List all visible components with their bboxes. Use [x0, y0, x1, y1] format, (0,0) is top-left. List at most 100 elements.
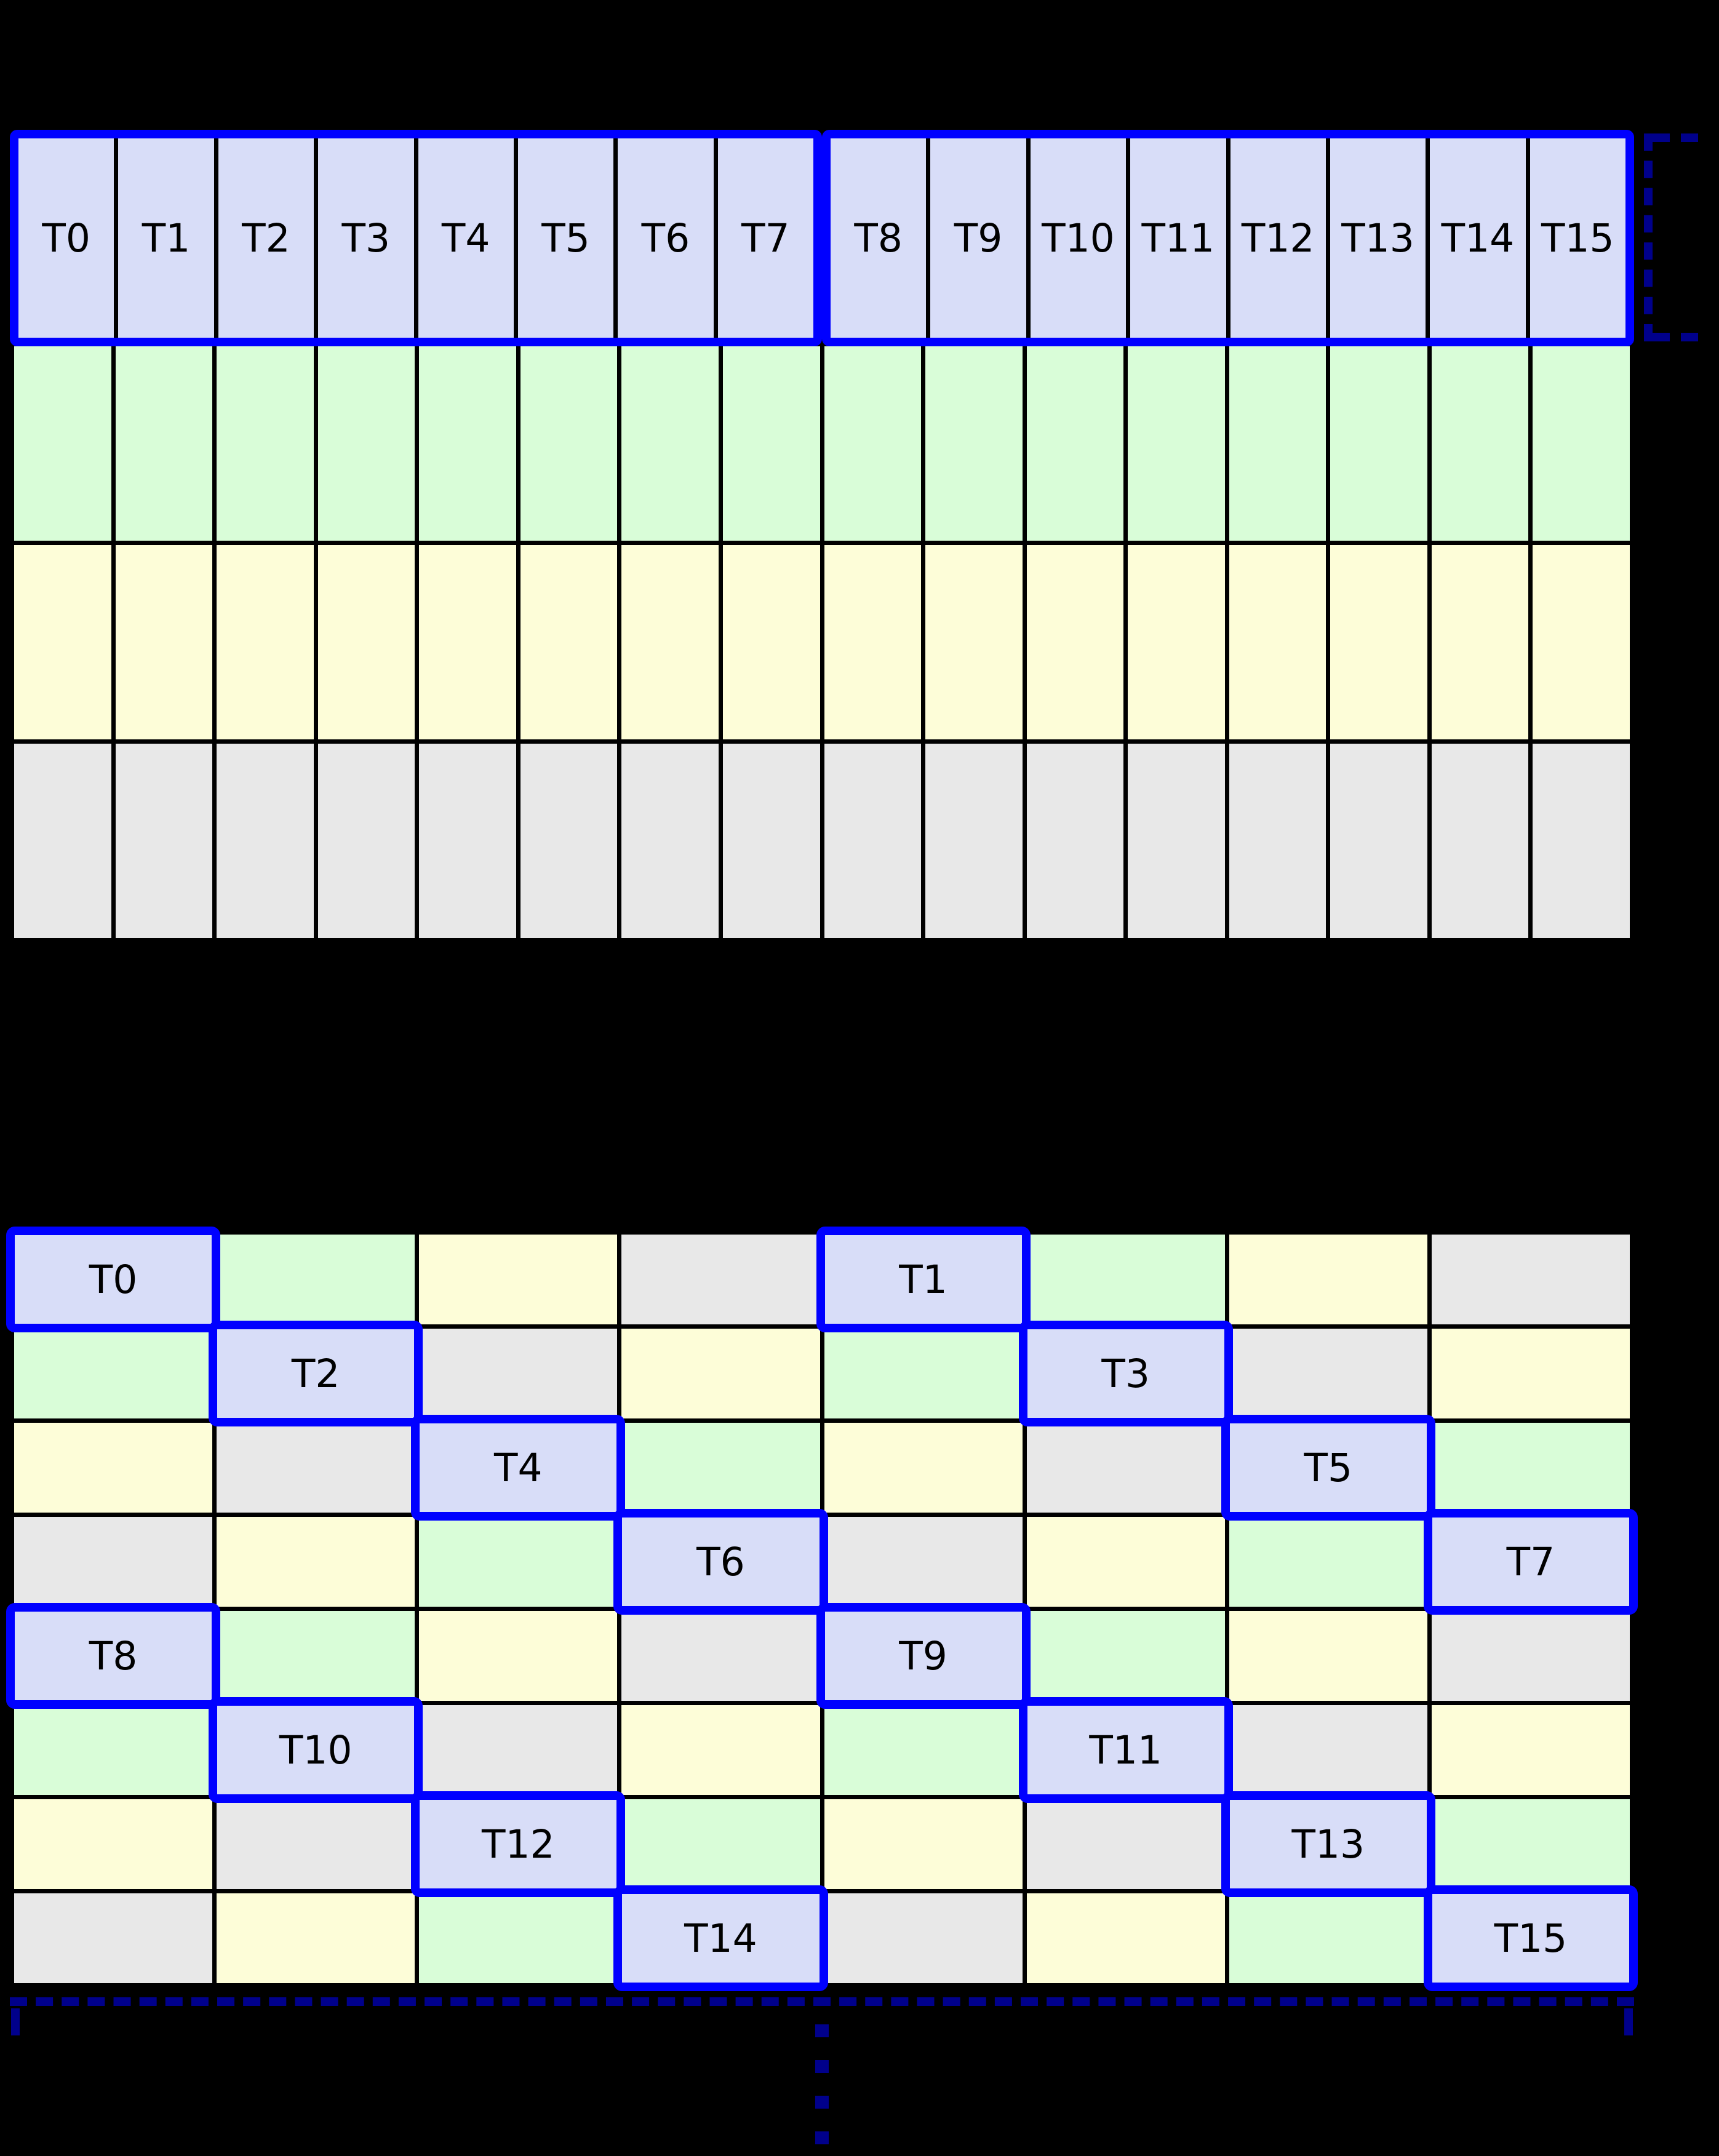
memory-cell-gray: [925, 744, 1023, 938]
bottom-memory-cell-green: [1431, 1799, 1630, 1889]
bottom-memory-cell-green: [1026, 1611, 1225, 1701]
vertical-ellipsis-icon: [815, 2024, 829, 2144]
bottom-memory-cell-gray: [1229, 1329, 1427, 1418]
memory-cell-gray: [1431, 744, 1529, 938]
memory-cell-green: [520, 346, 618, 541]
memory-cell-yellow: [1533, 545, 1630, 739]
ellipsis-dash: [815, 2060, 829, 2073]
bottom-memory-cell-gray: [1229, 1705, 1427, 1795]
bottom-memory-cell-gray: [824, 1517, 1023, 1607]
bottom-memory-cell-green: [824, 1705, 1023, 1795]
bottom-memory-cell-green: [217, 1611, 415, 1701]
memory-cell-yellow: [1128, 545, 1225, 739]
top-thread-cell-t15: T15: [1530, 138, 1625, 338]
top-memory-rows: [10, 346, 1634, 942]
memory-cell-yellow: [621, 545, 719, 739]
bottom-thread-cell-t13: T13: [1221, 1791, 1436, 1897]
bottom-memory-cell-yellow: [1229, 1611, 1427, 1701]
memory-cell-gray: [217, 744, 314, 938]
top-thread-cell-t8: T8: [831, 138, 927, 338]
memory-cell-yellow: [925, 545, 1023, 739]
memory-cell-green: [1533, 346, 1630, 541]
bottom-thread-cell-t8: T8: [6, 1603, 221, 1709]
bottom-memory-cell-green: [1026, 1235, 1225, 1324]
bottom-memory-cell-gray: [217, 1423, 415, 1513]
memory-cell-gray: [1128, 744, 1225, 938]
bottom-memory-cell-yellow: [1026, 1893, 1225, 1983]
bottom-memory-cell-yellow: [419, 1611, 618, 1701]
bottom-memory-cell-yellow: [217, 1893, 415, 1983]
warp-row-bracket-icon: [1644, 133, 1698, 341]
bottom-memory-cell-gray: [419, 1705, 618, 1795]
memory-cell-gray: [824, 744, 922, 938]
memory-cell-green: [925, 346, 1023, 541]
memory-cell-green: [824, 346, 922, 541]
memory-cell-yellow: [115, 545, 213, 739]
top-thread-cell-t5: T5: [517, 138, 614, 338]
memory-cell-green: [317, 346, 415, 541]
bottom-memory-cell-green: [621, 1423, 820, 1513]
bottom-memory-cell-gray: [1026, 1423, 1225, 1513]
bottom-memory-cell-green: [419, 1517, 618, 1607]
top-thread-cell-t1: T1: [118, 138, 214, 338]
top-thread-cell-t7: T7: [717, 138, 813, 338]
bottom-memory-cell-yellow: [1026, 1517, 1225, 1607]
bottom-thread-cell-t10: T10: [209, 1697, 423, 1803]
bottom-memory-cell-gray: [14, 1893, 213, 1983]
bottom-memory-cell-gray: [419, 1329, 618, 1418]
top-thread-cell-t4: T4: [418, 138, 514, 338]
bottom-thread-cell-t6: T6: [613, 1509, 828, 1615]
bottom-memory-cell-yellow: [419, 1235, 618, 1324]
top-thread-cell-t2: T2: [218, 138, 314, 338]
bottom-thread-cell-t11: T11: [1018, 1697, 1233, 1803]
bottom-thread-cell-t14: T14: [613, 1885, 828, 1991]
bottom-memory-cell-gray: [1431, 1235, 1630, 1324]
memory-cell-green: [1330, 346, 1427, 541]
bottom-thread-cell-t7: T7: [1423, 1509, 1638, 1615]
top-thread-cell-t13: T13: [1330, 138, 1426, 338]
memory-cell-gray: [1330, 744, 1427, 938]
memory-cell-yellow: [14, 545, 111, 739]
top-thread-row: T0 T1 T2 T3 T4 T5 T6 T7 T8 T9 T10 T11 T12 T13 T14 T15: [10, 130, 1634, 346]
bottom-memory-cell-yellow: [1229, 1235, 1427, 1324]
memory-cell-gray: [317, 744, 415, 938]
warp-group-0: T0 T1 T2 T3 T4 T5 T6 T7: [10, 130, 822, 346]
memory-cell-yellow: [1229, 545, 1326, 739]
memory-cell-green: [14, 346, 111, 541]
memory-cell-yellow: [520, 545, 618, 739]
bracket-right-tick: [1624, 2008, 1633, 2035]
memory-cell-yellow: [317, 545, 415, 739]
bottom-memory-cell-gray: [621, 1611, 820, 1701]
bottom-memory-cell-yellow: [1431, 1329, 1630, 1418]
top-thread-cell-t3: T3: [318, 138, 414, 338]
bottom-memory-cell-green: [1431, 1423, 1630, 1513]
memory-cell-gray: [14, 744, 111, 938]
bottom-memory-cell-yellow: [14, 1423, 213, 1513]
bottom-memory-cell-green: [217, 1235, 415, 1324]
bottom-memory-cell-green: [824, 1329, 1023, 1418]
bottom-memory-cell-gray: [14, 1517, 213, 1607]
ellipsis-dash: [815, 2131, 829, 2144]
bracket-left-tick: [11, 2008, 20, 2035]
top-thread-cell-t0: T0: [18, 138, 114, 338]
bottom-thread-cell-t12: T12: [411, 1791, 626, 1897]
memory-cell-yellow: [1330, 545, 1427, 739]
top-thread-cell-t12: T12: [1230, 138, 1326, 338]
bottom-thread-cell-t5: T5: [1221, 1415, 1436, 1521]
memory-cell-gray: [1533, 744, 1630, 938]
ellipsis-dash: [815, 2096, 829, 2109]
bottom-thread-cell-t4: T4: [411, 1415, 626, 1521]
bracket-top-dash: [1653, 133, 1698, 142]
memory-cell-gray: [1026, 744, 1124, 938]
memory-cell-green: [115, 346, 213, 541]
bottom-memory-cell-gray: [1026, 1799, 1225, 1889]
bottom-memory-cell-green: [1229, 1517, 1427, 1607]
warp-group-1: T8 T9 T10 T11 T12 T13 T14 T15: [822, 130, 1634, 346]
bottom-memory-cell-yellow: [1431, 1705, 1630, 1795]
bottom-thread-cell-t0: T0: [6, 1227, 221, 1332]
bottom-memory-cell-yellow: [824, 1799, 1023, 1889]
bottom-memory-cell-yellow: [621, 1705, 820, 1795]
memory-cell-gray: [419, 744, 516, 938]
bottom-grid-bracket-icon: [10, 1997, 1634, 2035]
